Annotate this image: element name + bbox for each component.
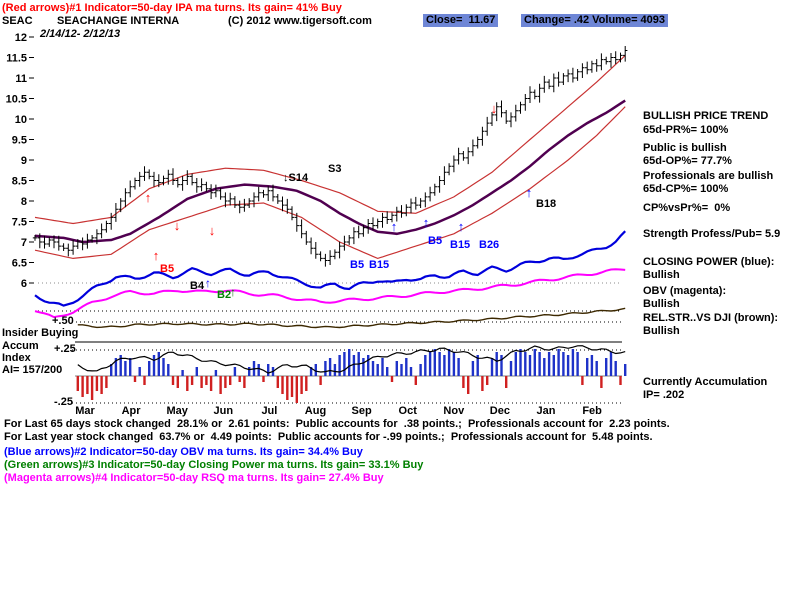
ma-50day-line bbox=[34, 99, 626, 244]
closing-power-title: CLOSING POWER (blue): bbox=[643, 256, 775, 268]
svg-text:↑: ↑ bbox=[205, 276, 211, 290]
y-axis-labels: 12 11.5 11 10.5 10 9.5 9 8.5 8 7.5 7 6.5 6 bbox=[6, 32, 34, 290]
right-analysis-panel: BULLISH PRICE TREND 65d-PR%= 100% Public… bbox=[643, 0, 799, 420]
svg-text:May: May bbox=[166, 405, 188, 417]
index-label: Index bbox=[2, 352, 31, 364]
closing-power-line bbox=[34, 230, 626, 307]
ip-value: IP= .202 bbox=[643, 389, 685, 401]
closing-power-status: Bullish bbox=[643, 269, 680, 281]
obv-line bbox=[34, 268, 626, 319]
price-bars bbox=[32, 46, 628, 267]
svg-text:B15: B15 bbox=[450, 239, 470, 251]
professionals-status: Professionals are bullish bbox=[643, 170, 774, 182]
close-price-badge: Close= 11.67 bbox=[423, 14, 499, 27]
svg-text:10: 10 bbox=[15, 114, 27, 126]
svg-text:S3: S3 bbox=[328, 163, 341, 175]
svg-text:Feb: Feb bbox=[582, 405, 602, 417]
rel-strength-status: Bullish bbox=[643, 325, 680, 337]
svg-text:B5: B5 bbox=[160, 263, 174, 275]
scale-label-plus50: +.50 bbox=[52, 315, 74, 327]
company-name: SEACHANGE INTERNA bbox=[57, 15, 180, 27]
svg-text:Jul: Jul bbox=[261, 405, 277, 417]
upper-band-line bbox=[34, 54, 626, 225]
svg-text:B15: B15 bbox=[369, 259, 389, 271]
lower-band-line bbox=[34, 106, 626, 260]
date-range: 2/14/12- 2/12/13 bbox=[40, 28, 121, 40]
svg-text:6: 6 bbox=[21, 278, 27, 290]
insider-buying-label: Insider Buying bbox=[2, 327, 79, 339]
accum-label: Accum bbox=[2, 340, 39, 352]
svg-text:7: 7 bbox=[21, 237, 27, 249]
svg-text:Oct: Oct bbox=[399, 405, 418, 417]
svg-text:8.5: 8.5 bbox=[12, 176, 27, 188]
svg-text:Sep: Sep bbox=[352, 405, 372, 417]
svg-text:↑: ↑ bbox=[526, 185, 533, 200]
signal-legend-red-arrows: (Red arrows)#1 Indicator=50-day IPA ma t… bbox=[2, 2, 342, 14]
svg-text:7.5: 7.5 bbox=[12, 217, 27, 229]
svg-text:Apr: Apr bbox=[122, 405, 142, 417]
rel-strength-line bbox=[77, 307, 626, 329]
svg-text:9: 9 bbox=[21, 155, 27, 167]
svg-text:B4: B4 bbox=[190, 280, 205, 292]
obv-status: Bullish bbox=[643, 298, 680, 310]
svg-text:Dec: Dec bbox=[490, 405, 510, 417]
stats-year-line: For Last year stock changed 63.7% or 4.4… bbox=[4, 431, 653, 443]
svg-text:↑: ↑ bbox=[145, 190, 152, 205]
accumulation-status: Currently Accumulation bbox=[643, 376, 768, 388]
svg-text:↑: ↑ bbox=[391, 219, 398, 234]
cp-percent: 65d-CP%= 100% bbox=[643, 183, 729, 195]
svg-text:B18: B18 bbox=[536, 198, 556, 210]
strength-ratio: Strength Profess/Pub= 5.9 bbox=[643, 228, 781, 240]
rel-strength-title: REL.STR..VS DJI (brown): bbox=[643, 312, 779, 324]
change-volume-badge: Change= .42 Volume= 4093 bbox=[521, 14, 669, 27]
svg-text:9.5: 9.5 bbox=[12, 135, 27, 147]
svg-text:↓: ↓ bbox=[174, 218, 181, 233]
public-status: Public is bullish bbox=[643, 142, 727, 154]
signal-legend-green-arrows: (Green arrows)#3 Indicator=50-day Closin… bbox=[4, 459, 424, 471]
ai-ma-line bbox=[77, 345, 626, 374]
svg-text:Jun: Jun bbox=[214, 405, 234, 417]
scale-label-plus25: +.25 bbox=[54, 343, 76, 355]
svg-text:B26: B26 bbox=[479, 239, 499, 251]
signal-legend-blue-arrows: (Blue arrows)#2 Indicator=50-day OBV ma … bbox=[4, 446, 363, 458]
ai-reading: AI= 157/200 bbox=[2, 364, 63, 376]
stats-65day-line: For Last 65 days stock changed 28.1% or … bbox=[4, 418, 670, 430]
scale-label-minus25: -.25 bbox=[54, 396, 73, 408]
svg-text:Aug: Aug bbox=[305, 405, 326, 417]
svg-text:B2: B2 bbox=[217, 289, 231, 301]
svg-text:↑: ↑ bbox=[230, 285, 236, 299]
accum-histogram bbox=[76, 349, 627, 403]
svg-text:B5: B5 bbox=[428, 235, 442, 247]
gridlines bbox=[38, 282, 622, 404]
svg-text:B5: B5 bbox=[350, 259, 364, 271]
svg-text:11: 11 bbox=[15, 73, 27, 85]
price-trend-title: BULLISH PRICE TREND bbox=[643, 110, 769, 122]
svg-text:10.5: 10.5 bbox=[6, 94, 27, 106]
svg-text:↑: ↑ bbox=[458, 219, 465, 234]
svg-text:↓: ↓ bbox=[491, 101, 498, 116]
svg-text:8: 8 bbox=[21, 196, 27, 208]
svg-text:Jan: Jan bbox=[537, 405, 556, 417]
pr-percent: 65d-PR%= 100% bbox=[643, 124, 729, 136]
svg-text:12: 12 bbox=[15, 32, 27, 44]
svg-text:↑: ↑ bbox=[423, 215, 430, 230]
op-percent: 65d-OP%= 77.7% bbox=[643, 155, 732, 167]
svg-text:↓S14: ↓S14 bbox=[283, 172, 309, 184]
ticker-symbol: SEAC bbox=[2, 15, 33, 27]
copyright-text: (C) 2012 www.tigersoft.com bbox=[228, 15, 372, 27]
svg-text:Mar: Mar bbox=[75, 405, 95, 417]
svg-text:11.5: 11.5 bbox=[6, 53, 27, 65]
svg-text:6.5: 6.5 bbox=[12, 258, 27, 270]
cp-vs-pr: CP%vsPr%= 0% bbox=[643, 202, 731, 214]
signal-legend-magenta-arrows: (Magenta arrows)#4 Indicator=50-day RSQ … bbox=[4, 472, 384, 484]
svg-text:↑: ↑ bbox=[153, 248, 160, 263]
x-axis-labels: Mar Apr May Jun Jul Aug Sep Oct Nov Dec Jan Feb bbox=[75, 405, 602, 417]
obv-title: OBV (magenta): bbox=[643, 285, 727, 297]
svg-text:↓: ↓ bbox=[209, 223, 216, 238]
svg-text:Nov: Nov bbox=[443, 405, 465, 417]
